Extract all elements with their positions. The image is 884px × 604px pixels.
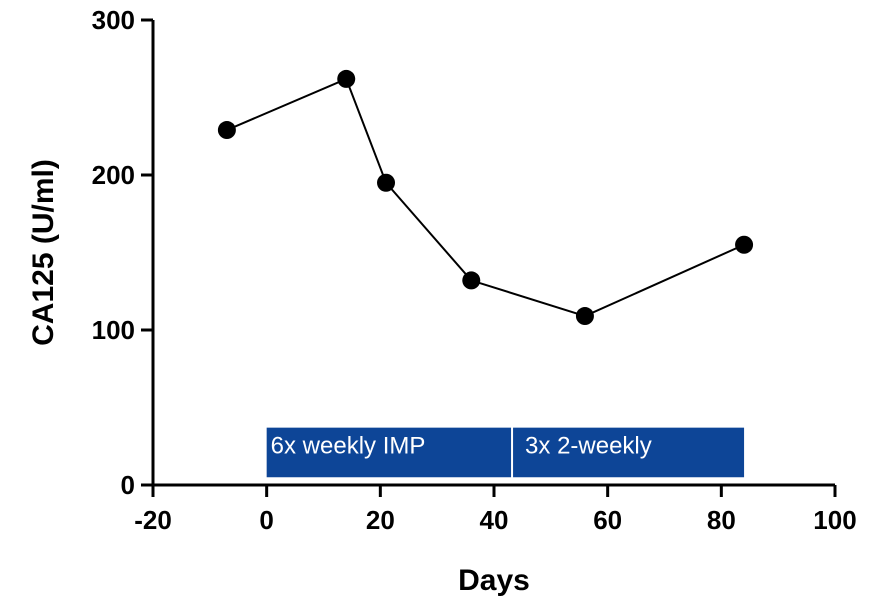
x-ticks: -20 0 20 40 60 80 100 xyxy=(134,485,857,535)
data-point xyxy=(217,121,236,140)
x-tick-label: 60 xyxy=(593,505,622,535)
data-point xyxy=(462,271,481,290)
series xyxy=(217,69,754,326)
y-tick-label: 100 xyxy=(92,315,135,345)
x-tick-label: 100 xyxy=(813,505,856,535)
x-tick-label: 20 xyxy=(366,505,395,535)
x-tick-label: 0 xyxy=(259,505,273,535)
x-tick-label: 80 xyxy=(707,505,736,535)
treatment-band-label: 6x weekly IMP xyxy=(271,433,426,460)
treatment-band xyxy=(266,427,512,478)
data-point xyxy=(575,307,594,326)
y-tick-label: 300 xyxy=(92,5,135,35)
y-tick-label: 0 xyxy=(121,470,135,500)
data-point xyxy=(337,69,356,88)
x-axis-title: Days xyxy=(458,564,530,597)
x-tick-label: 40 xyxy=(480,505,509,535)
axes xyxy=(151,20,835,487)
treatment-band-label: 3x 2-weekly xyxy=(525,433,652,460)
x-tick-label: -20 xyxy=(134,505,172,535)
series-line xyxy=(226,77,745,318)
treatment-band xyxy=(513,427,745,478)
y-axis-title: CA125 (U/ml) xyxy=(27,159,60,346)
data-point xyxy=(735,235,754,254)
y-ticks: 0 100 200 300 xyxy=(92,5,153,500)
data-point xyxy=(377,173,396,192)
y-tick-label: 200 xyxy=(92,160,135,190)
treatment-bands: 6x weekly IMP 3x 2-weekly xyxy=(266,427,745,478)
